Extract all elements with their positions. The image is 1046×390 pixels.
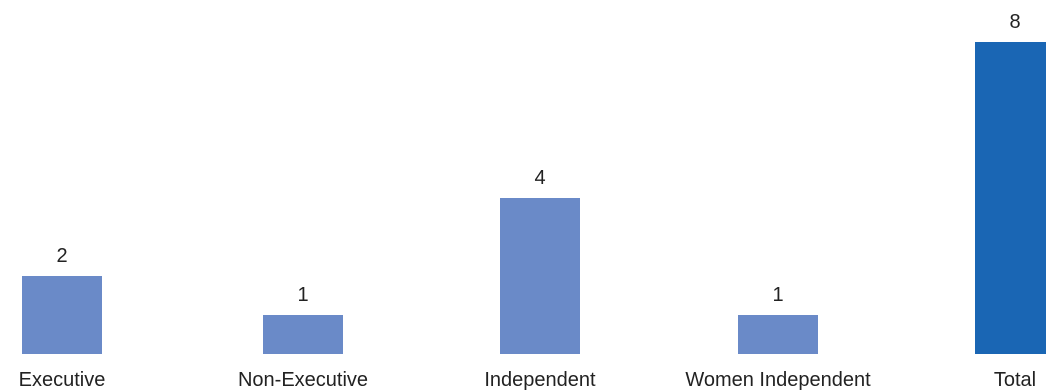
bar-women-independent [738,315,818,354]
value-label-independent: 4 [534,167,545,189]
bar-executive [22,276,102,354]
value-label-non-executive: 1 [297,284,308,306]
category-label-independent: Independent [484,369,596,390]
value-label-women-independent: 1 [772,284,783,306]
category-label-non-executive: Non-Executive [238,369,368,390]
value-label-executive: 2 [56,245,67,267]
category-label-executive: Executive [19,369,106,390]
category-label-total: Total [994,369,1036,390]
category-label-women-independent: Women Independent [685,369,871,390]
bar-total [975,42,1046,354]
value-labels-group: 2 1 4 1 8 [56,11,1020,306]
value-label-total: 8 [1009,11,1020,33]
bar-non-executive [263,315,343,354]
category-labels-group: Executive Non-Executive Independent Women I… [19,369,1036,390]
bar-independent [500,198,580,354]
bars-group [22,42,1046,354]
